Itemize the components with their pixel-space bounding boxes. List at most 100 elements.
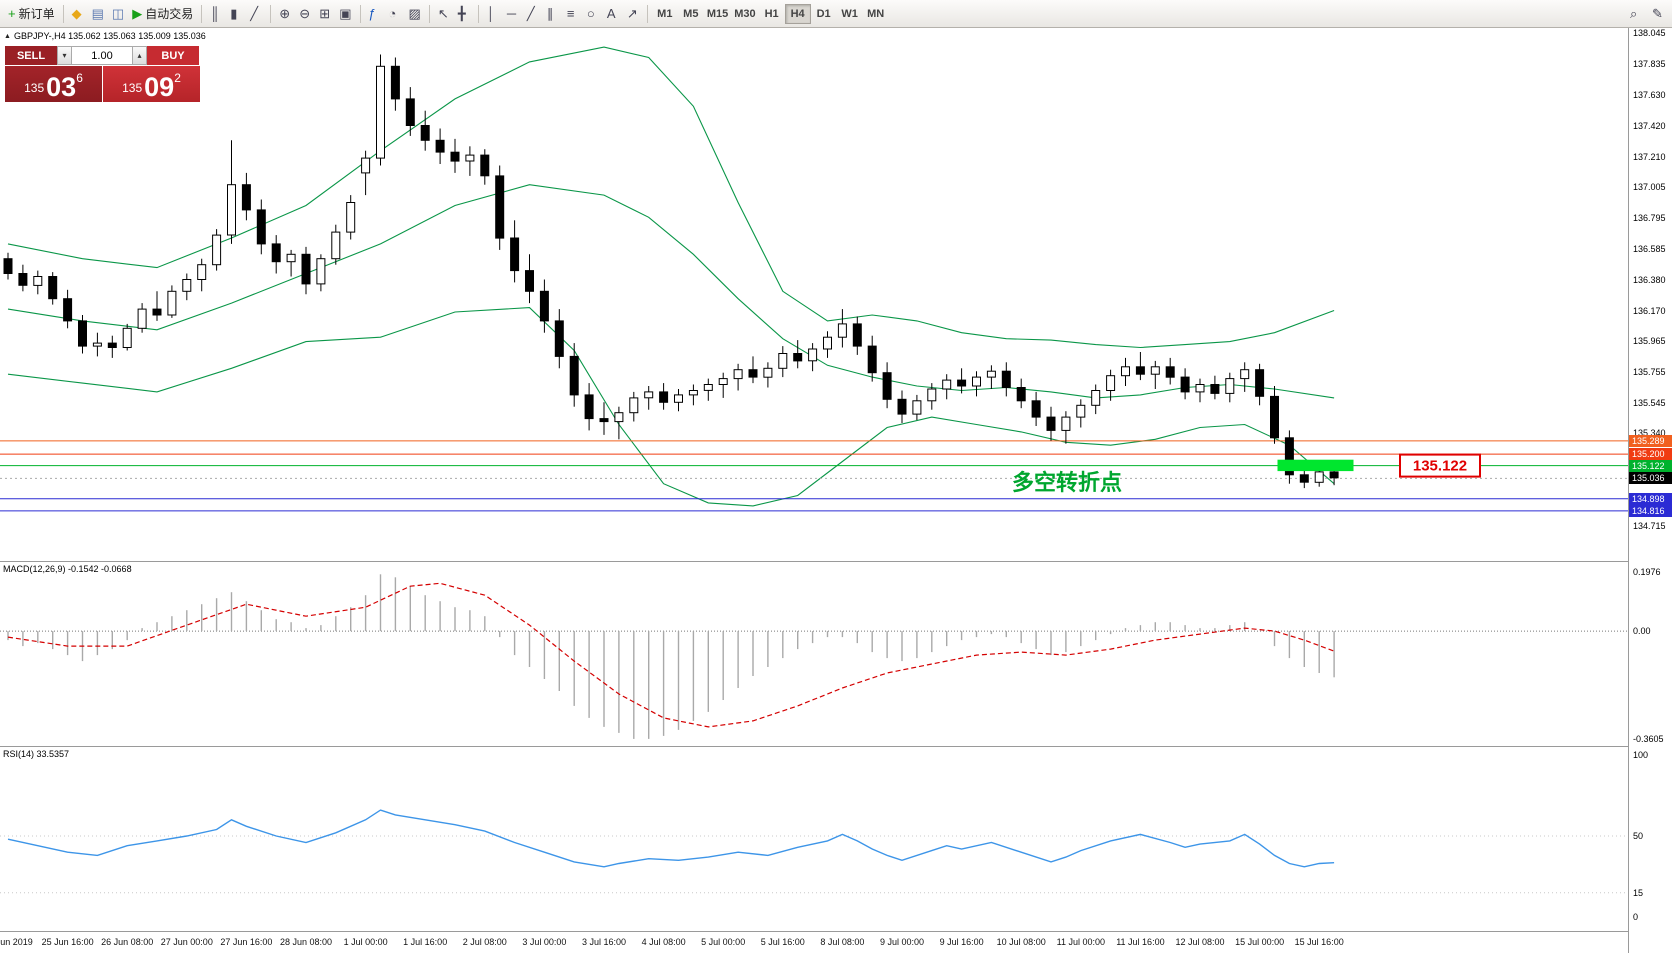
channel-button[interactable]: ∥ xyxy=(543,3,563,25)
time-label: 15 Jul 16:00 xyxy=(1294,937,1344,947)
arrow-tool-button[interactable]: ↗ xyxy=(623,3,643,25)
volume-input[interactable] xyxy=(72,46,132,65)
auto-arrange-button[interactable]: ▣ xyxy=(335,3,355,25)
periods-button[interactable]: ◔ xyxy=(385,3,405,25)
candle xyxy=(1106,369,1116,401)
rsi-canvas[interactable] xyxy=(0,747,1628,931)
trade-controls-row: SELL ▾ ▴ BUY xyxy=(5,46,201,65)
sell-price-display[interactable]: 135 03 6 xyxy=(5,66,102,102)
timeframe-w1[interactable]: W1 xyxy=(837,4,863,24)
candle xyxy=(480,149,490,185)
current-price-badge: 135.036 xyxy=(1629,472,1672,485)
quick-edit-button[interactable]: ✎ xyxy=(1648,3,1668,25)
crosshair-icon: ╋ xyxy=(457,6,466,21)
autotrading-button-label: 自动交易 xyxy=(145,7,194,21)
vertical-line-button[interactable]: │ xyxy=(483,3,503,25)
candle xyxy=(942,374,952,400)
cursor-button[interactable]: ↖ xyxy=(434,3,454,25)
toolbar-buttons: + 新订单 ◆ ▤ ◫ ▶ 自动交易 ║ ▮ ╱ ⊕ ⊖ ⊞ ▣ ƒ ◔ ▨ ↖ ╋ │ ─ ╱ ∥ ≡ ○ A ↗ xyxy=(4,3,643,25)
toolbar-separator xyxy=(359,4,361,23)
price-tick: 136.380 xyxy=(1633,274,1666,285)
candle xyxy=(748,356,758,384)
autotrading-button[interactable]: ▶ 自动交易 xyxy=(128,3,197,25)
candle xyxy=(465,146,475,176)
candle xyxy=(1031,391,1041,426)
time-label: 5 Jul 00:00 xyxy=(701,937,746,947)
tile-windows-button[interactable]: ⊞ xyxy=(315,3,335,25)
bar-chart-icon: ║ xyxy=(210,6,220,21)
price-chart-canvas[interactable]: 多空转折点 135.122 xyxy=(0,28,1628,561)
candle xyxy=(1270,386,1279,444)
shapes-button[interactable]: ○ xyxy=(583,3,603,25)
sell-price-big: 03 xyxy=(46,72,77,103)
templates-button[interactable]: ▨ xyxy=(405,3,425,25)
rsi-tick: 0 xyxy=(1633,912,1639,922)
timeframe-mn[interactable]: MN xyxy=(863,4,889,24)
price-tick: 136.170 xyxy=(1633,305,1666,316)
price-scale[interactable]: 138.045 137.835 137.630 137.420 137.210 137.0… xyxy=(1628,28,1672,953)
chart-shift-icon-button[interactable]: ◆ xyxy=(68,3,88,25)
profiles-button[interactable]: ▤ xyxy=(88,3,108,25)
time-label: 9 Jul 16:00 xyxy=(939,937,984,947)
volume-dropdown-button[interactable]: ▾ xyxy=(57,46,72,65)
price-tick: 135.340 xyxy=(1633,428,1666,439)
buy-price-display[interactable]: 135 09 2 xyxy=(103,66,200,102)
highlight-zone[interactable] xyxy=(1277,459,1354,472)
sell-price-pip: 6 xyxy=(76,71,83,85)
zoom-out-button[interactable]: ⊖ xyxy=(295,3,315,25)
time-axis[interactable]: 25 Jun 2019 25 Jun 16:00 26 Jun 08:00 27 Ju… xyxy=(0,932,1628,953)
time-label: 27 Jun 00:00 xyxy=(160,937,213,947)
horizontal-line-button[interactable]: ─ xyxy=(503,3,523,25)
buy-button[interactable]: BUY xyxy=(147,46,199,65)
time-label: 3 Jul 00:00 xyxy=(522,937,567,947)
time-label: 15 Jul 00:00 xyxy=(1235,937,1285,947)
candle xyxy=(1061,411,1071,444)
candle xyxy=(629,391,639,422)
new-order-button[interactable]: + 新订单 xyxy=(4,3,59,25)
data-window-button[interactable]: ◫ xyxy=(108,3,128,25)
templates-icon: ▨ xyxy=(408,6,421,21)
toolbar-separator xyxy=(646,4,648,23)
bar-chart-button[interactable]: ║ xyxy=(206,3,226,25)
sell-button[interactable]: SELL xyxy=(5,46,57,65)
time-label: 1 Jul 00:00 xyxy=(343,937,388,947)
quick-edit-icon: ✎ xyxy=(1652,6,1663,21)
candle xyxy=(271,235,281,274)
trade-price-row: 135 03 6 135 09 2 xyxy=(5,66,201,102)
timeframe-m30[interactable]: M30 xyxy=(731,4,758,24)
timeframe-m1[interactable]: M1 xyxy=(652,4,678,24)
macd-canvas[interactable] xyxy=(0,562,1628,746)
candle xyxy=(212,229,222,271)
candle xyxy=(316,254,326,292)
volume-increase-button[interactable]: ▴ xyxy=(132,46,147,65)
trendline-icon: ╱ xyxy=(526,6,535,21)
search-button[interactable]: ⌕ xyxy=(1626,3,1646,25)
candle xyxy=(837,309,847,348)
candle xyxy=(957,368,967,394)
trendline-button[interactable]: ╱ xyxy=(523,3,543,25)
candle xyxy=(510,220,520,283)
crosshair-button[interactable]: ╋ xyxy=(454,3,474,25)
time-label: 2 Jul 08:00 xyxy=(462,937,507,947)
price-badge-134.816: 134.816 xyxy=(1629,504,1672,517)
fibonacci-button[interactable]: ≡ xyxy=(563,3,583,25)
text-button[interactable]: A xyxy=(603,3,623,25)
zoom-in-button[interactable]: ⊕ xyxy=(275,3,295,25)
price-callout-box[interactable] xyxy=(1399,453,1481,478)
symbol-info: ▲ GBPJPY-,H4 135.062 135.063 135.009 135… xyxy=(4,31,206,41)
indicators-button[interactable]: ƒ xyxy=(365,3,385,25)
price-tick: 134.715 xyxy=(1633,520,1666,531)
timeframe-m15[interactable]: M15 xyxy=(704,4,731,24)
line-chart-button[interactable]: ╱ xyxy=(246,3,266,25)
candlestick-chart-button[interactable]: ▮ xyxy=(226,3,246,25)
chart-shift-icon-icon: ◆ xyxy=(71,6,82,21)
timeframe-h4[interactable]: H4 xyxy=(784,3,811,24)
timeframe-m5[interactable]: M5 xyxy=(678,4,704,24)
candle xyxy=(808,343,818,372)
candle xyxy=(1195,378,1205,403)
timeframe-h1[interactable]: H1 xyxy=(759,4,785,24)
timeframe-d1[interactable]: D1 xyxy=(811,4,837,24)
main-toolbar: + 新订单 ◆ ▤ ◫ ▶ 自动交易 ║ ▮ ╱ ⊕ ⊖ ⊞ ▣ ƒ ◔ ▨ ↖ ╋ │ ─ ╱ ∥ ≡ ○ A ↗ M1 M5 M15… xyxy=(0,0,1672,28)
time-label: 9 Jul 00:00 xyxy=(879,937,925,947)
